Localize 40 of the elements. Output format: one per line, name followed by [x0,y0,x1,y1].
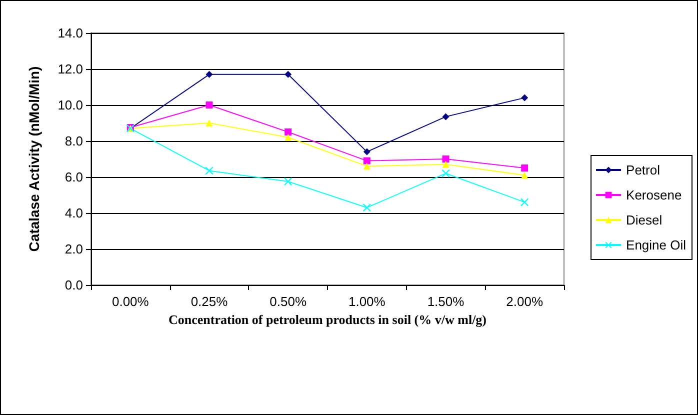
x-tick-label: 1.50% [427,294,465,309]
point [521,172,528,179]
x-tick-label: 1.00% [348,294,386,309]
point [442,156,450,162]
point [362,204,371,212]
y-tick-label: 0.0 [64,278,83,292]
point [284,178,292,186]
point [206,120,213,126]
point [206,70,213,78]
legend-label: Diesel [626,212,662,228]
y-tick-label: 8.0 [64,134,83,148]
legend-label: Kerosene [626,188,682,202]
point [206,102,213,108]
y-tick-label: 4.0 [64,206,83,220]
point [363,157,370,164]
point [363,148,370,156]
point [442,169,450,178]
point [520,198,529,206]
point [284,134,292,141]
x-tick-label: 0.00% [112,294,150,309]
y-tick-label: 10.0 [58,98,83,112]
y-tick-label: 12.0 [58,62,83,76]
y-tick-label: 6.0 [64,170,83,184]
y-tick-label: 14.0 [58,26,83,40]
point [442,113,450,120]
point [442,160,450,168]
point [205,166,214,175]
point [284,128,292,136]
point [521,164,528,172]
x-tick-label: 0.50% [270,294,307,309]
x-tick-label: 2.00% [506,294,544,309]
point [363,162,370,170]
legend-label: Engine Oil [626,238,686,252]
point [284,70,292,78]
y-tick-label: 2.0 [64,242,83,256]
legend-label: Petrol [626,162,660,178]
y-axis-title: Catalase Activity (nMol/Min) [26,66,42,252]
x-axis-title: Concentration of petroleum products in soil (% v/w ml/g) [168,312,487,327]
x-tick-label: 0.25% [190,294,228,309]
point [521,94,528,102]
